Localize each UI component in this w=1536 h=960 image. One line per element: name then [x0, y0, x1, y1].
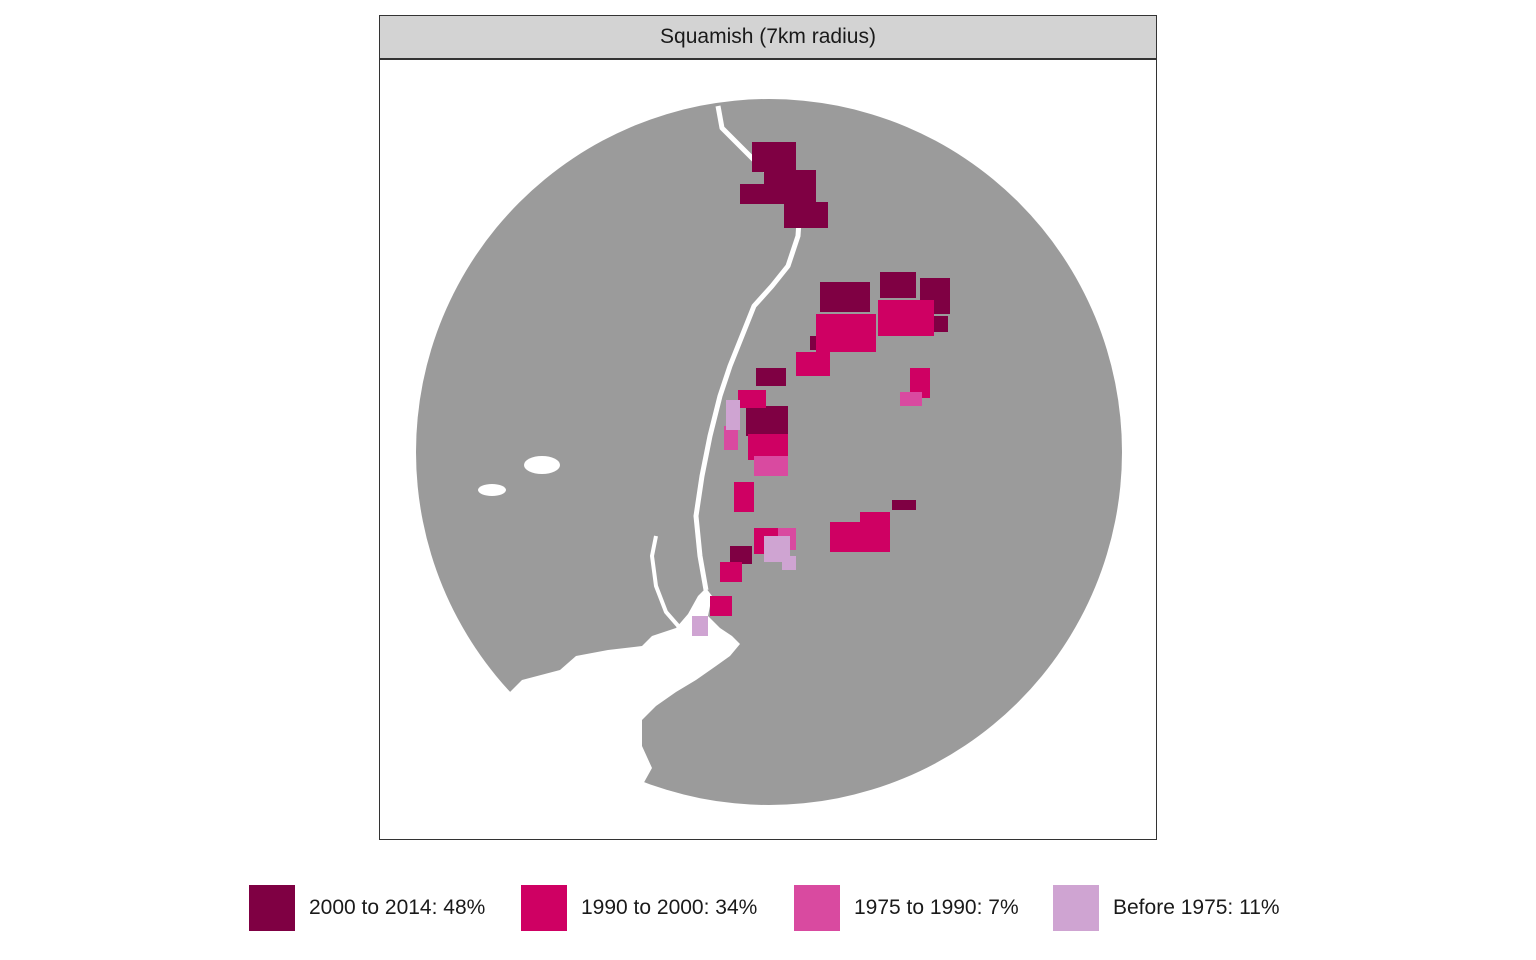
swatch-1975-1990-icon — [794, 885, 840, 931]
legend-item-1975-1990: 1975 to 1990: 7% — [794, 884, 1019, 932]
water-river-west — [649, 535, 682, 630]
development-before-1975 — [692, 400, 796, 636]
legend-label: 1990 to 2000: 34% — [581, 896, 758, 919]
legend-label: 2000 to 2014: 48% — [309, 896, 486, 919]
legend-item-1990-2000: 1990 to 2000: 34% — [521, 884, 757, 932]
legend-label: Before 1975: 11% — [1113, 896, 1280, 919]
panel-title: Squamish (7km radius) — [380, 16, 1156, 60]
map-panel: Squamish (7km radius) — [379, 15, 1157, 840]
water-estuary — [480, 588, 740, 816]
legend-item-before-1975: Before 1975: 11% — [1053, 884, 1280, 932]
swatch-2000-2014-icon — [249, 885, 295, 931]
map-canvas — [416, 99, 1122, 816]
legend-label: 1975 to 1990: 7% — [854, 896, 1019, 919]
legend: 2000 to 2014: 48% 1990 to 2000: 34% 1975… — [0, 884, 1536, 932]
water-lake-1 — [524, 456, 560, 474]
swatch-before-1975-icon — [1053, 885, 1099, 931]
legend-item-2000-2014: 2000 to 2014: 48% — [249, 884, 485, 932]
water-lake-2 — [478, 484, 506, 496]
swatch-1990-2000-icon — [521, 885, 567, 931]
